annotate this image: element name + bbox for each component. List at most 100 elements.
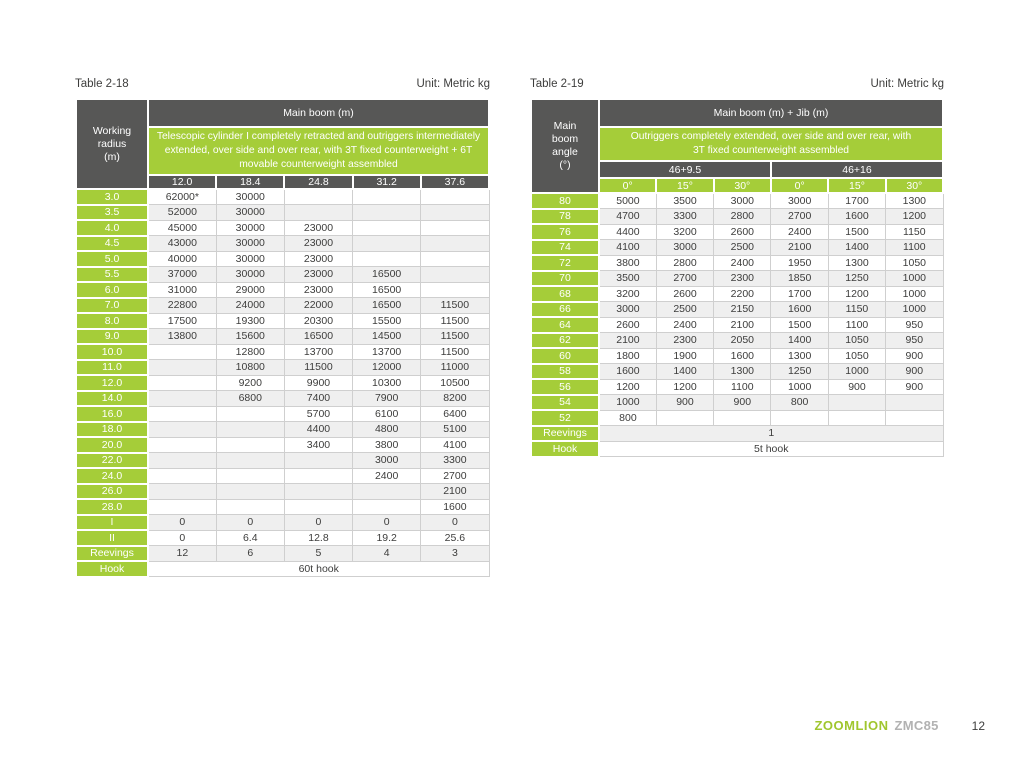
value-cell (147, 498, 217, 515)
table1-corner-header: Working radius (m) (75, 98, 149, 190)
row-label: 66 (530, 300, 600, 318)
table-row: 7.0 22800 24000 22000 16500 11500 (75, 296, 490, 314)
value-cell (147, 436, 217, 453)
value-cell: 3000 (713, 192, 772, 209)
value-cell: 16500 (352, 297, 422, 314)
value-cell (283, 188, 354, 205)
value-cell: 0 (352, 514, 422, 531)
value-cell: 3 (420, 545, 490, 562)
value-cell: 3500 (598, 270, 657, 287)
value-cell: 3300 (655, 208, 715, 225)
value-cell: 19.2 (352, 529, 422, 546)
load-chart-table-2-19: Main boom angle (°) Main boom (m) + Jib … (530, 98, 945, 458)
value-cell (147, 405, 217, 422)
value-cell: 900 (885, 378, 944, 395)
value-cell: 1300 (827, 254, 887, 271)
column-header: 15° (827, 177, 887, 194)
value-cell: 1400 (770, 332, 829, 349)
value-cell (283, 204, 354, 221)
value-cell: 10800 (215, 359, 285, 376)
row-label: 60 (530, 347, 600, 365)
value-cell: 900 (655, 394, 715, 411)
table-row: 4.0 45000 30000 23000 (75, 219, 490, 237)
row-label: 11.0 (75, 358, 149, 376)
value-cell: 45000 (147, 219, 217, 236)
value-cell: 1400 (827, 239, 887, 256)
value-cell: 31000 (147, 281, 217, 298)
row-label: 68 (530, 285, 600, 303)
value-cell: 2600 (655, 285, 715, 302)
table-row: 20.0 3400 3800 4100 (75, 436, 490, 454)
row-label: 18.0 (75, 420, 149, 438)
value-cell: 2800 (713, 208, 772, 225)
column-header: 15° (655, 177, 715, 194)
value-cell: 30000 (215, 219, 285, 236)
value-cell: 1200 (598, 378, 657, 395)
value-cell: 13700 (283, 343, 354, 360)
value-cell: 11500 (420, 343, 490, 360)
value-cell (420, 235, 490, 252)
value-cell (215, 421, 285, 438)
row-label: 8.0 (75, 312, 149, 330)
row-label: 4.5 (75, 234, 149, 252)
value-cell: 1900 (655, 347, 715, 364)
value-cell: 2100 (420, 483, 490, 500)
value-cell: 1850 (770, 270, 829, 287)
row-label: 26.0 (75, 482, 149, 500)
value-cell: 800 (770, 394, 829, 411)
value-cell (283, 483, 354, 500)
value-cell: 2100 (770, 239, 829, 256)
value-cell (215, 467, 285, 484)
value-cell: 14500 (352, 328, 422, 345)
row-label: 74 (530, 238, 600, 256)
table-row: Hook 60t hook (75, 560, 490, 578)
value-cell (885, 409, 944, 426)
value-cell: 2700 (420, 467, 490, 484)
value-cell: 1100 (713, 378, 772, 395)
table-row: 76 4400 3200 2600 2400 1500 1150 (530, 223, 944, 241)
page-number: 12 (971, 719, 985, 733)
value-cell: 1600 (827, 208, 887, 225)
row-label: 52 (530, 409, 600, 427)
model-label: ZMC85 (894, 718, 939, 733)
value-cell: 1000 (598, 394, 657, 411)
table-row: Hook 5t hook (530, 440, 944, 458)
row-label: 22.0 (75, 451, 149, 469)
value-cell: 16500 (283, 328, 354, 345)
table-row: 24.0 2400 2700 (75, 467, 490, 485)
value-cell: 1600 (713, 347, 772, 364)
value-cell (147, 483, 217, 500)
value-cell: 13800 (147, 328, 217, 345)
column-header: 18.4 (215, 174, 286, 190)
span-value-cell: 5t hook (598, 440, 944, 457)
value-cell: 1700 (770, 285, 829, 302)
value-cell: 900 (885, 363, 944, 380)
value-cell: 1000 (770, 378, 829, 395)
column-header: 37.6 (419, 174, 491, 190)
table-row: 62 2100 2300 2050 1400 1050 950 (530, 331, 944, 349)
value-cell: 13700 (352, 343, 422, 360)
value-cell: 4800 (352, 421, 422, 438)
row-label: 7.0 (75, 296, 149, 314)
value-cell: 29000 (215, 281, 285, 298)
value-cell: 12800 (215, 343, 285, 360)
table-row: 16.0 5700 6100 6400 (75, 405, 490, 423)
table1-unit-label: Unit: Metric kg (416, 78, 491, 90)
value-cell: 1000 (827, 363, 887, 380)
value-cell: 52000 (147, 204, 217, 221)
row-label: 80 (530, 192, 600, 210)
value-cell (352, 235, 422, 252)
value-cell: 6400 (420, 405, 490, 422)
row-label: Hook (75, 560, 149, 578)
value-cell: 11500 (283, 359, 354, 376)
row-label: 3.0 (75, 188, 149, 206)
value-cell: 2400 (352, 467, 422, 484)
value-cell: 2500 (713, 239, 772, 256)
row-label: 24.0 (75, 467, 149, 485)
value-cell: 10500 (420, 374, 490, 391)
value-cell (420, 204, 490, 221)
value-cell (827, 409, 887, 426)
row-label: Reevings (75, 544, 149, 562)
value-cell: 30000 (215, 204, 285, 221)
page-footer: ZOOMLION ZMC85 12 (814, 718, 985, 733)
